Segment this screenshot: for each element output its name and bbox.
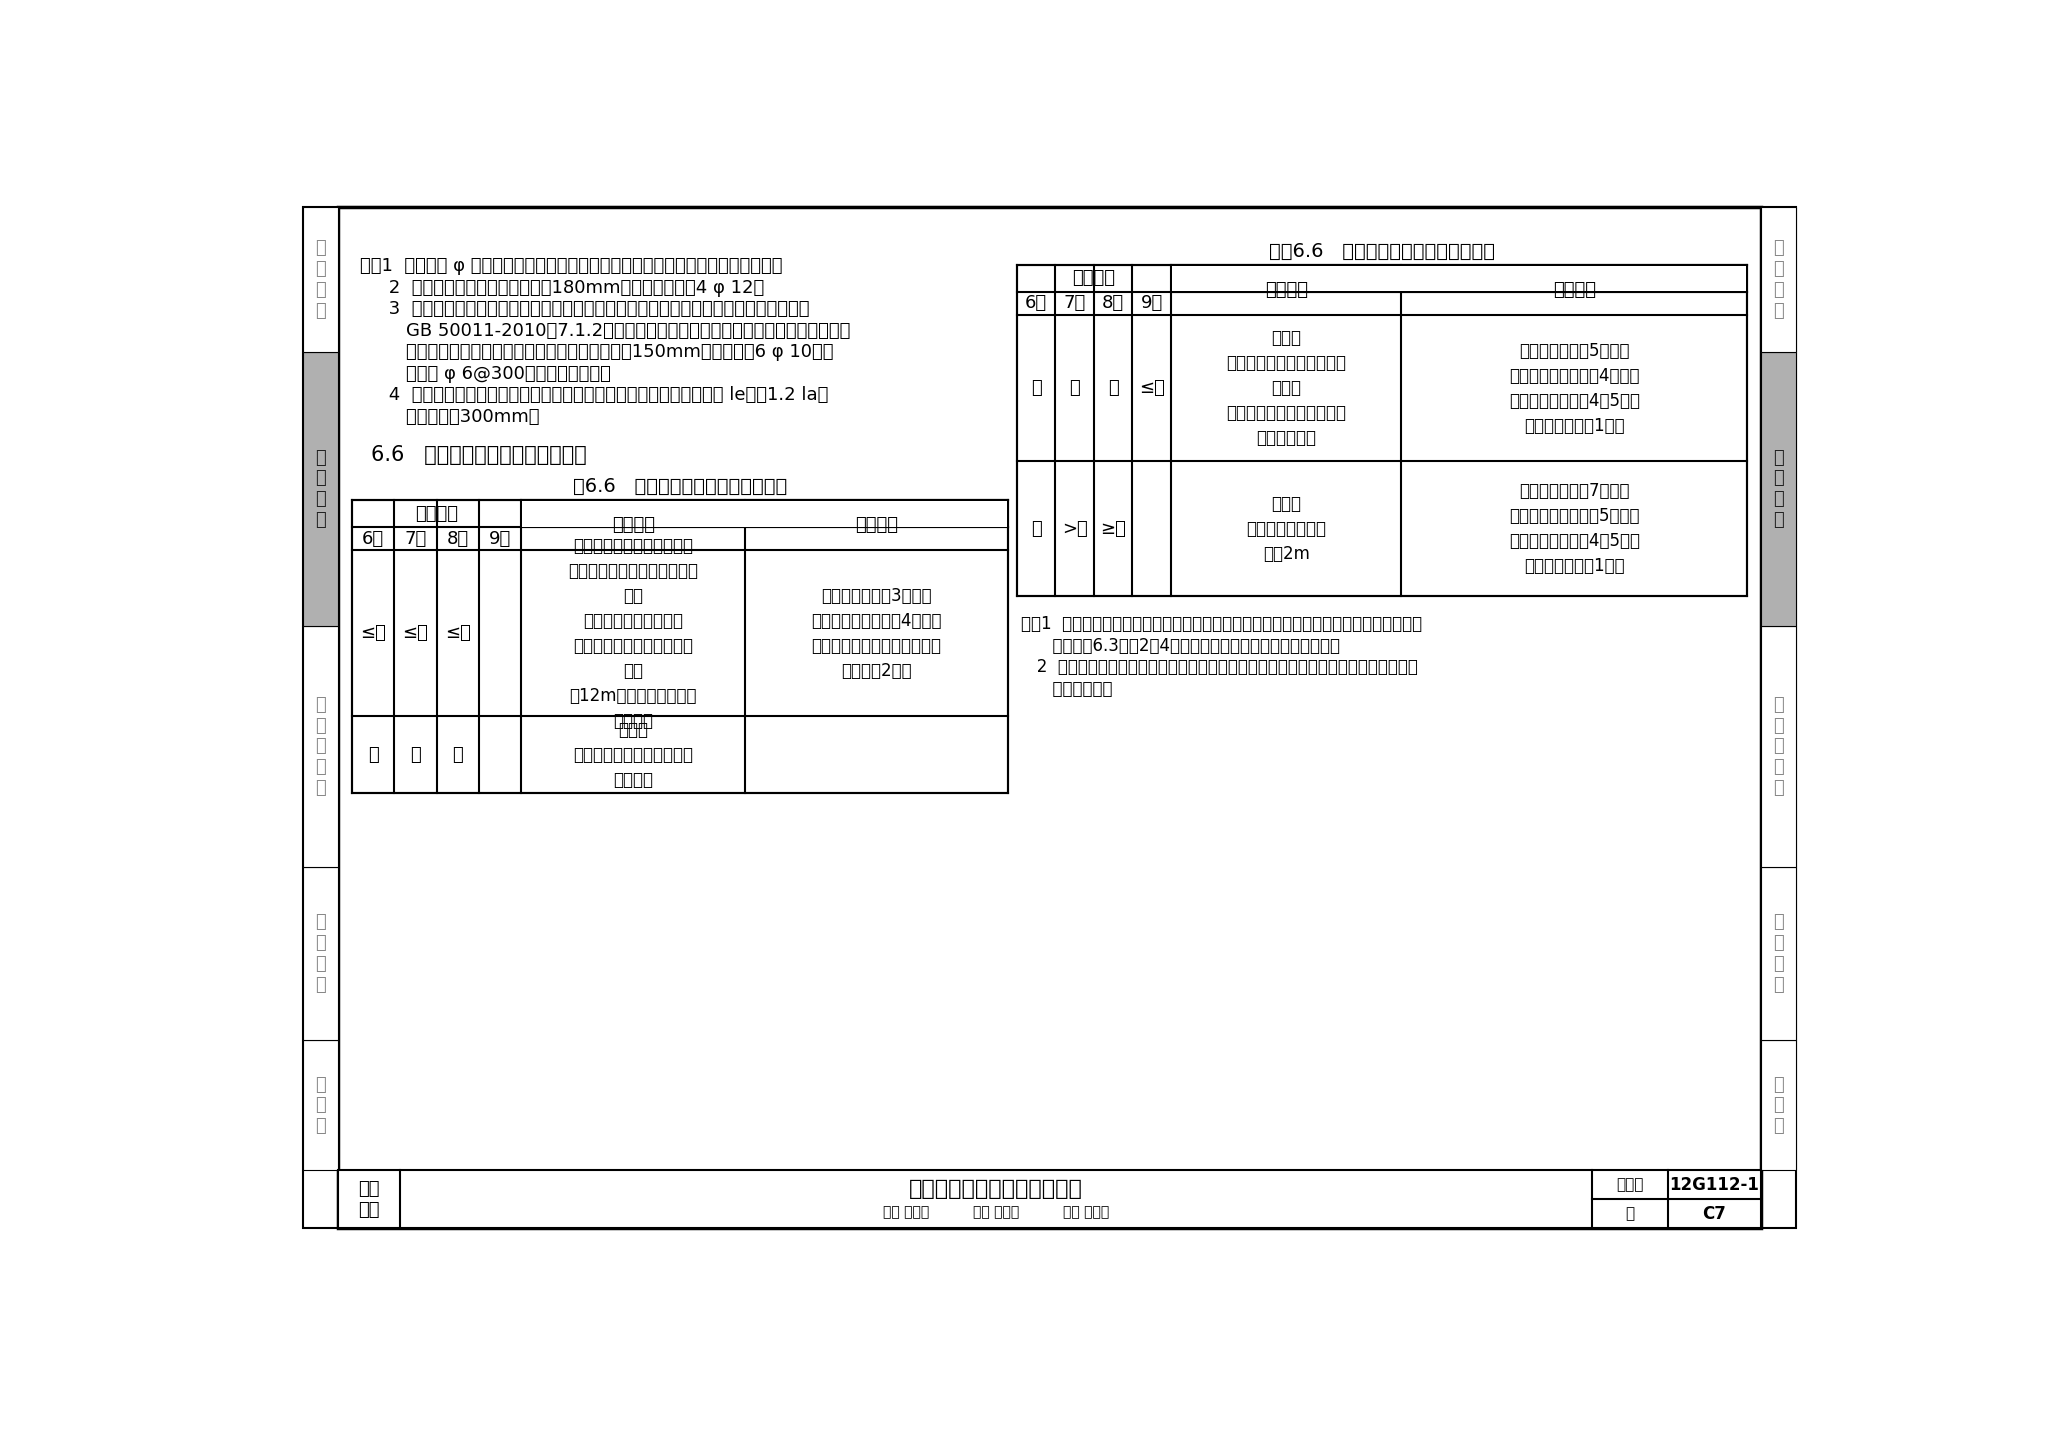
Bar	[303, 1040, 338, 1171]
Text: 外墙转角、楼、电梯间四角
楼梯斜梯段上下端对应的墙体
处；
大房间内外墙交接处；
错层部位横墙与外纵墙交接
处；
隔12m或单元横墙与外纵
墙交接处: 外墙转角、楼、电梯间四角 楼梯斜梯段上下端对应的墙体 处； 大房间内外墙交接处；…	[567, 537, 698, 729]
Text: 砌
体
结
构: 砌 体 结 构	[315, 448, 326, 529]
Text: 续表6.6   多层小砌块房屋芯柱设置要求: 续表6.6 多层小砌块房屋芯柱设置要求	[1270, 242, 1495, 261]
Text: 同上；
隔开间横墙（轴线）与外纵
墙交接处: 同上； 隔开间横墙（轴线）与外纵 墙交接处	[573, 721, 692, 789]
Text: 且不应小于300mm。: 且不应小于300mm。	[360, 408, 539, 427]
Bar	[1761, 626, 1796, 866]
Text: 七: 七	[1030, 520, 1042, 537]
Text: ≤四: ≤四	[403, 625, 428, 642]
Bar	[1761, 866, 1796, 1040]
Bar	[303, 207, 338, 351]
Bar	[522, 501, 1008, 527]
Text: 分别按表6.3中第2～4款关于增加层数的对应要求设置芯柱；: 分别按表6.3中第2～4款关于增加层数的对应要求设置芯柱；	[1020, 636, 1339, 655]
Bar	[352, 501, 1008, 794]
Text: 四: 四	[453, 745, 463, 763]
Bar	[1761, 1040, 1796, 1171]
Text: 五: 五	[410, 745, 422, 763]
Bar	[1018, 265, 1747, 596]
Text: ≤三: ≤三	[444, 625, 471, 642]
Text: 设置数量: 设置数量	[1552, 281, 1595, 298]
Text: 3  丙类的多层砌体房屋，当横墙较少且总高度和层数接近或达到《建筑抗震设计规范》: 3 丙类的多层砌体房屋，当横墙较少且总高度和层数接近或达到《建筑抗震设计规范》	[360, 300, 809, 319]
Text: 4  圈梁纵向钢筋采用绑扎接头时，纵筋可在同一截面搭接，搭接长度 le可取1.2 la，: 4 圈梁纵向钢筋采用绑扎接头时，纵筋可在同一截面搭接，搭接长度 le可取1.2 …	[360, 386, 827, 405]
Text: 8度: 8度	[1102, 294, 1124, 312]
Text: C7: C7	[1702, 1204, 1726, 1223]
Text: 小箍筋 φ 6@300，简称加强圈梁；: 小箍筋 φ 6@300，简称加强圈梁；	[360, 365, 610, 383]
Text: 图集号: 图集号	[1616, 1178, 1642, 1192]
Text: 同上；
各内墙（轴线）与外纵墙交
接处；
内纵墙与横墙（轴线）交接
处和洞口两侧: 同上； 各内墙（轴线）与外纵墙交 接处； 内纵墙与横墙（轴线）交接 处和洞口两侧	[1227, 329, 1346, 447]
Text: 房屋层数: 房屋层数	[1073, 269, 1116, 287]
Text: 注：1  表中斜体 φ 仅表示各类普通钢筋的直径，不代表钢筋的材料性能和力学性能；: 注：1 表中斜体 φ 仅表示各类普通钢筋的直径，不代表钢筋的材料性能和力学性能；	[360, 258, 782, 275]
Text: 砌体
结构: 砌体 结构	[358, 1179, 379, 1219]
Bar	[303, 351, 338, 626]
Text: 6.6   多层小砌块房屋芯柱设置要求: 6.6 多层小砌块房屋芯柱设置要求	[371, 446, 588, 464]
Text: 审核 陈雪光          校对 李国胜          设计 张玉梅: 审核 陈雪光 校对 李国胜 设计 张玉梅	[883, 1206, 1108, 1219]
Bar	[338, 1171, 1761, 1227]
Text: ≥三: ≥三	[1100, 520, 1126, 537]
Text: 8度: 8度	[446, 530, 469, 547]
Text: 注：1  对外廊式和单面走廊式的多层房屋、横墙较少的房屋、各层横墙很少的房屋，尚应: 注：1 对外廊式和单面走廊式的多层房屋、横墙较少的房屋、各层横墙很少的房屋，尚应	[1020, 616, 1421, 633]
Text: 砌
体
结
构: 砌 体 结 构	[1774, 448, 1784, 529]
Bar	[303, 626, 338, 866]
Bar	[1761, 207, 1796, 351]
Text: 代部分芯柱。: 代部分芯柱。	[1020, 680, 1112, 697]
Text: 设置数量: 设置数量	[854, 517, 897, 534]
Text: 表6.6   多层小砌块房屋芯柱设置要求: 表6.6 多层小砌块房屋芯柱设置要求	[573, 478, 786, 496]
Text: 地
基
基
础: 地 基 基 础	[1774, 239, 1784, 319]
Text: GB 50011-2010表7.1.2所规定的限值时，所有纵横墙均应在楼、屋盖标高处: GB 50011-2010表7.1.2所规定的限值时，所有纵横墙均应在楼、屋盖标…	[360, 322, 850, 339]
Text: 7度: 7度	[1063, 294, 1085, 312]
Text: 设置部位: 设置部位	[612, 517, 655, 534]
Text: 地
基
基
础: 地 基 基 础	[315, 239, 326, 319]
Text: 房屋层数: 房屋层数	[416, 505, 459, 523]
Bar	[1761, 351, 1796, 626]
Text: ≤二: ≤二	[1139, 379, 1165, 397]
Text: 设置加强的现浇钢筋混凝土圈梁：最小截面高度150mm，最小纵筋6 φ 10，最: 设置加强的现浇钢筋混凝土圈梁：最小截面高度150mm，最小纵筋6 φ 10，最	[360, 344, 834, 361]
Text: 6度: 6度	[1026, 294, 1047, 312]
Text: 混
凝
土
结
构: 混 凝 土 结 构	[315, 696, 326, 796]
Text: 7度: 7度	[403, 530, 426, 547]
Text: 六: 六	[369, 745, 379, 763]
Bar	[303, 866, 338, 1040]
Text: 6度: 6度	[362, 530, 385, 547]
Text: 五: 五	[1108, 379, 1118, 397]
Text: 七: 七	[1030, 379, 1042, 397]
Text: 基
本
数
据: 基 本 数 据	[315, 913, 326, 994]
Bar	[1171, 265, 1747, 291]
Text: 12G112-1: 12G112-1	[1669, 1176, 1759, 1194]
Text: 2  基础圈梁的截面高度不应小于180mm，配筋不应小于4 φ 12；: 2 基础圈梁的截面高度不应小于180mm，配筋不应小于4 φ 12；	[360, 278, 764, 297]
Text: 页: 页	[1626, 1206, 1634, 1222]
Text: 设置部位: 设置部位	[1266, 281, 1309, 298]
Text: 2  外墙转角、内外墙交接处、楼电梯间四角等部位，应允许采用钢筋混凝土构造柱替: 2 外墙转角、内外墙交接处、楼电梯间四角等部位，应允许采用钢筋混凝土构造柱替	[1020, 658, 1417, 676]
Text: ≤五: ≤五	[360, 625, 387, 642]
Text: 基
本
数
据: 基 本 数 据	[1774, 913, 1784, 994]
Text: 总
说
明: 总 说 明	[315, 1076, 326, 1136]
Text: 外墙转角，灌实3个孔；
内外墙交接处，灌实4个孔；
楼梯斜梯段上下端对应的墙体
处，灌实2个孔: 外墙转角，灌实3个孔； 内外墙交接处，灌实4个孔； 楼梯斜梯段上下端对应的墙体 …	[811, 587, 942, 680]
Text: 同上；
横墙内芯柱间距不
大于2m: 同上； 横墙内芯柱间距不 大于2m	[1247, 495, 1327, 562]
Text: 六: 六	[1069, 379, 1079, 397]
Text: 9度: 9度	[1141, 294, 1163, 312]
Text: 9度: 9度	[489, 530, 512, 547]
Text: 多层小砌块房屋芯柱设置要求: 多层小砌块房屋芯柱设置要求	[909, 1179, 1083, 1198]
Text: 总
说
明: 总 说 明	[1774, 1076, 1784, 1136]
Text: 混
凝
土
结
构: 混 凝 土 结 构	[1774, 696, 1784, 796]
Text: 外墙转角，灌实7个孔；
内外墙交接处，灌实5个孔；
内墙交接处，灌实4～5个孔
洞口两侧各灌实1个孔: 外墙转角，灌实7个孔； 内外墙交接处，灌实5个孔； 内墙交接处，灌实4～5个孔 …	[1509, 482, 1640, 575]
Text: 外墙转角，灌实5个孔；
内外墙交接处，灌实4个孔；
内墙交接处，灌实4～5个孔
洞口两侧各灌实1个孔: 外墙转角，灌实5个孔； 内外墙交接处，灌实4个孔； 内墙交接处，灌实4～5个孔 …	[1509, 342, 1640, 434]
Text: >六: >六	[1061, 520, 1087, 537]
